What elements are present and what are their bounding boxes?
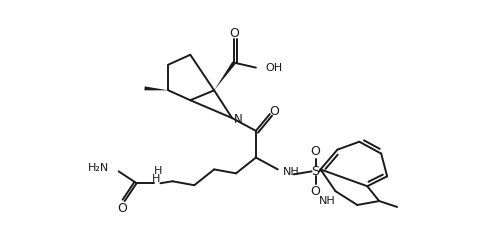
Text: O: O xyxy=(118,203,128,215)
Polygon shape xyxy=(144,86,168,90)
Polygon shape xyxy=(214,61,236,90)
Text: O: O xyxy=(311,145,320,158)
Text: OH: OH xyxy=(266,63,283,73)
Text: O: O xyxy=(229,26,239,40)
Text: O: O xyxy=(269,104,279,118)
Text: H₂N: H₂N xyxy=(87,164,109,174)
Text: N: N xyxy=(234,114,242,126)
Text: H: H xyxy=(152,174,161,184)
Text: H: H xyxy=(154,166,163,176)
Text: NH: NH xyxy=(283,167,300,177)
Text: O: O xyxy=(311,185,320,198)
Text: NH: NH xyxy=(319,196,336,206)
Text: S: S xyxy=(312,165,320,178)
